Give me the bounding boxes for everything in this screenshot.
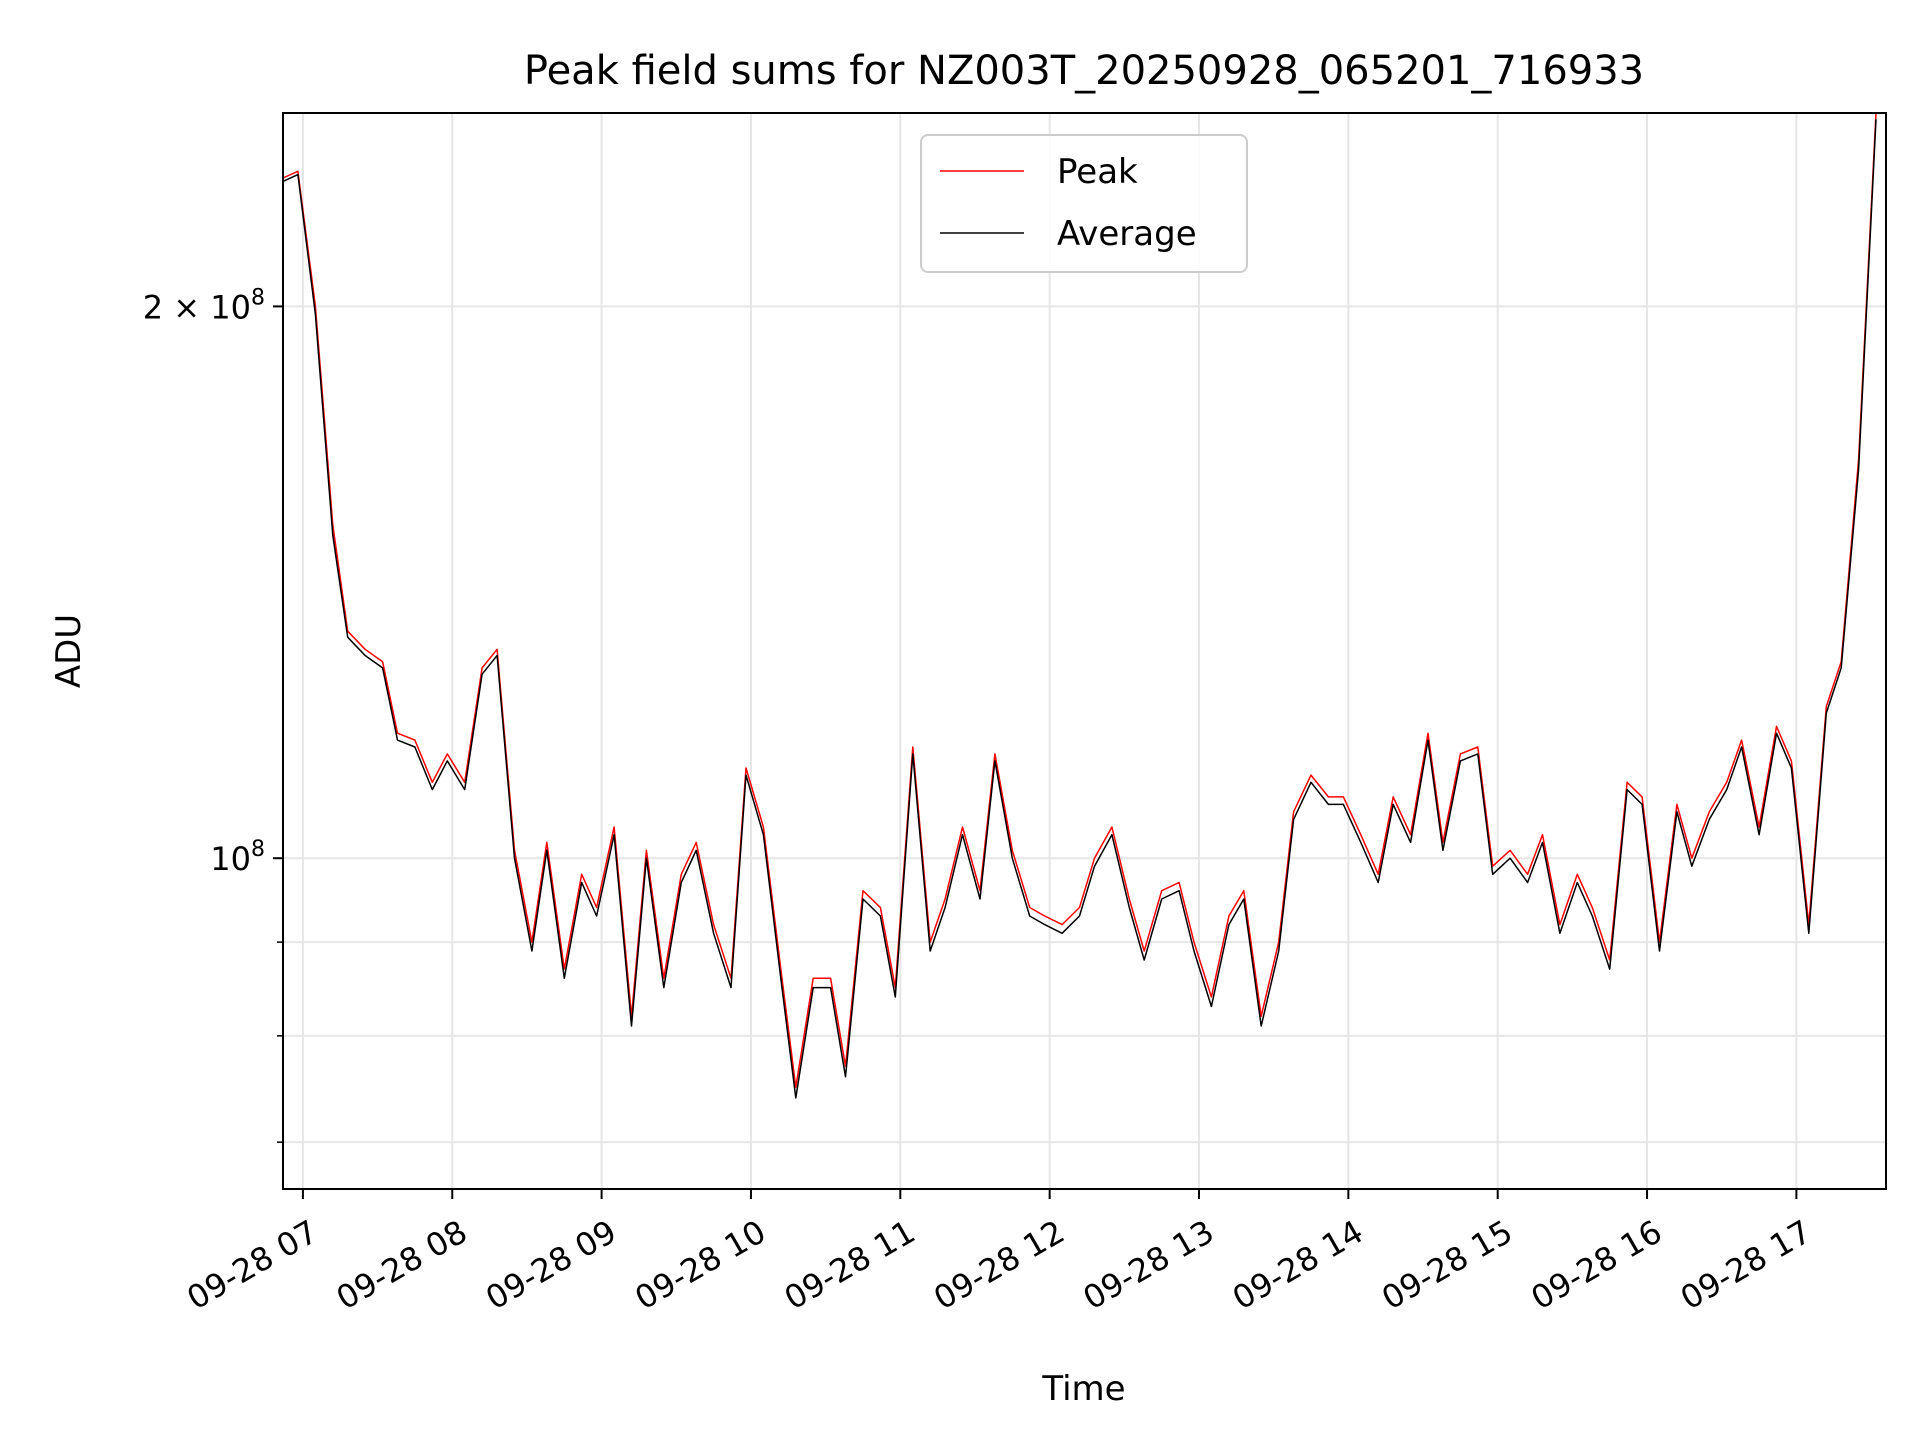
y-tick-label: 2 × 108 — [143, 285, 265, 326]
grid — [283, 113, 1886, 1189]
legend: Peak Average — [920, 134, 1248, 273]
series-line-peak — [282, 112, 1877, 1088]
chart-title: Peak field sums for NZ003T_20250928_0652… — [524, 48, 1644, 94]
series-line-average — [282, 119, 1877, 1099]
x-axis-label: Time — [1041, 1369, 1125, 1409]
y-tick-label-base: 2 × 10 — [143, 288, 251, 326]
legend-label-peak: Peak — [1057, 152, 1138, 192]
plot-frame — [282, 112, 1887, 1190]
legend-box — [920, 134, 1248, 273]
y-tick-label-base: 10 — [210, 840, 251, 878]
y-tick-label-exponent: 8 — [251, 285, 265, 310]
y-tick-label: 108 — [210, 837, 265, 878]
legend-label-average: Average — [1057, 214, 1197, 254]
y-tick-label-exponent: 8 — [251, 837, 265, 862]
y-axis-label: ADU — [49, 614, 89, 688]
series-layer — [282, 112, 1877, 1099]
